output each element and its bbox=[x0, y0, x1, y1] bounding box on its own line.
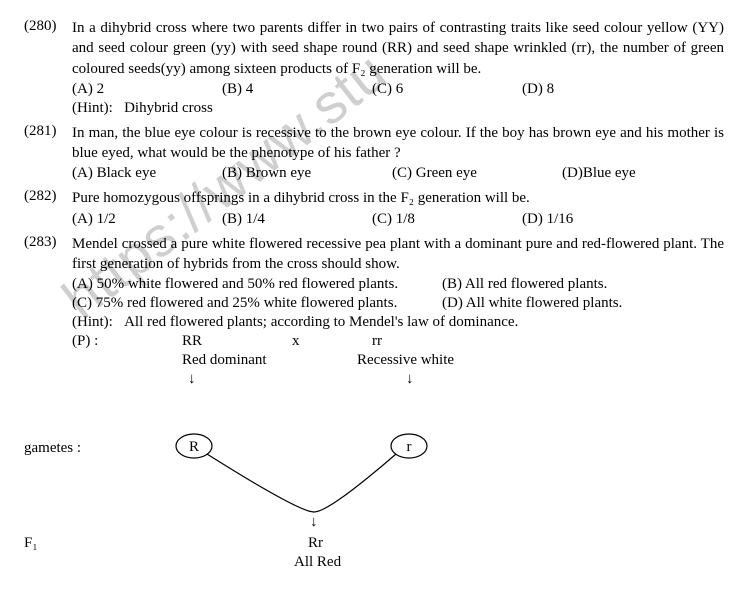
hint: (Hint): Dihybrid cross bbox=[72, 100, 724, 117]
f1-phenotype: All Red bbox=[294, 554, 341, 571]
question-283: (283) Mendel crossed a pure white flower… bbox=[24, 234, 724, 391]
arrow-row-1: ↓ ↓ bbox=[72, 371, 724, 388]
question-number: (281) bbox=[24, 123, 72, 185]
cross-x: x bbox=[292, 333, 372, 350]
options-row: (A) 2 (B) 4 (C) 6 (D) 8 bbox=[72, 81, 724, 98]
f1-pheno-row: All Red bbox=[24, 554, 724, 571]
option-c: (C) 6 bbox=[372, 81, 522, 98]
spacer bbox=[72, 352, 182, 369]
options-row: (C) 75% red flowered and 25% white flowe… bbox=[72, 295, 724, 312]
question-281: (281) In man, the blue eye colour is rec… bbox=[24, 123, 724, 185]
down-arrow-icon: ↓ bbox=[310, 514, 724, 531]
p-label: (P) : bbox=[72, 333, 182, 350]
question-282: (282) Pure homozygous offsprings in a di… bbox=[24, 188, 724, 229]
question-stem: Pure homozygous offsprings in a dihybrid… bbox=[72, 188, 724, 208]
question-stem: In man, the blue eye colour is recessive… bbox=[72, 123, 724, 164]
option-d: (D)Blue eye bbox=[562, 165, 682, 182]
question-stem: In a dihybrid cross where two parents di… bbox=[72, 18, 724, 79]
option-d: (D) 1/16 bbox=[522, 211, 672, 228]
question-number: (283) bbox=[24, 234, 72, 391]
cross-svg: R r bbox=[119, 394, 619, 514]
option-c: (C) 1/8 bbox=[372, 211, 522, 228]
gametes-label: gametes : bbox=[24, 440, 81, 457]
f1-label: F₁ bbox=[24, 535, 72, 552]
options-row: (A) 50% white flowered and 50% red flowe… bbox=[72, 276, 724, 293]
f1-row: F₁ Rr bbox=[24, 535, 724, 552]
option-a: (A) Black eye bbox=[72, 165, 222, 182]
parent-desc-row: Red dominant Recessive white bbox=[72, 352, 724, 369]
hint: (Hint): All red flowered plants; accordi… bbox=[72, 314, 724, 331]
option-b: (B) Brown eye bbox=[222, 165, 392, 182]
question-number: (280) bbox=[24, 18, 72, 119]
options-row: (A) 1/2 (B) 1/4 (C) 1/8 (D) 1/16 bbox=[72, 211, 724, 228]
option-a: (A) 50% white flowered and 50% red flowe… bbox=[72, 276, 442, 293]
question-stem: Mendel crossed a pure white flowered rec… bbox=[72, 234, 724, 275]
p2-desc: Recessive white bbox=[357, 352, 454, 369]
question-280: (280) In a dihybrid cross where two pare… bbox=[24, 18, 724, 119]
options-row: (A) Black eye (B) Brown eye (C) Green ey… bbox=[72, 165, 724, 182]
option-b: (B) All red flowered plants. bbox=[442, 276, 607, 293]
option-d: (D) All white flowered plants. bbox=[442, 295, 622, 312]
option-a: (A) 1/2 bbox=[72, 211, 222, 228]
gamete-diagram: gametes : R r bbox=[24, 394, 724, 514]
down-arrow-icon: ↓ bbox=[378, 371, 414, 388]
question-number: (282) bbox=[24, 188, 72, 229]
option-b: (B) 4 bbox=[222, 81, 372, 98]
down-arrow-icon: ↓ bbox=[182, 371, 378, 388]
gamete-R: R bbox=[189, 439, 199, 455]
option-a: (A) 2 bbox=[72, 81, 222, 98]
parent-row: (P) : RR x rr bbox=[72, 333, 724, 350]
f1-genotype: Rr bbox=[308, 535, 323, 552]
p1-genotype: RR bbox=[182, 333, 292, 350]
option-b: (B) 1/4 bbox=[222, 211, 372, 228]
option-c: (C) 75% red flowered and 25% white flowe… bbox=[72, 295, 442, 312]
gamete-r: r bbox=[407, 439, 412, 455]
option-c: (C) Green eye bbox=[392, 165, 562, 182]
option-d: (D) 8 bbox=[522, 81, 672, 98]
p1-desc: Red dominant bbox=[182, 352, 357, 369]
p2-genotype: rr bbox=[372, 333, 382, 350]
